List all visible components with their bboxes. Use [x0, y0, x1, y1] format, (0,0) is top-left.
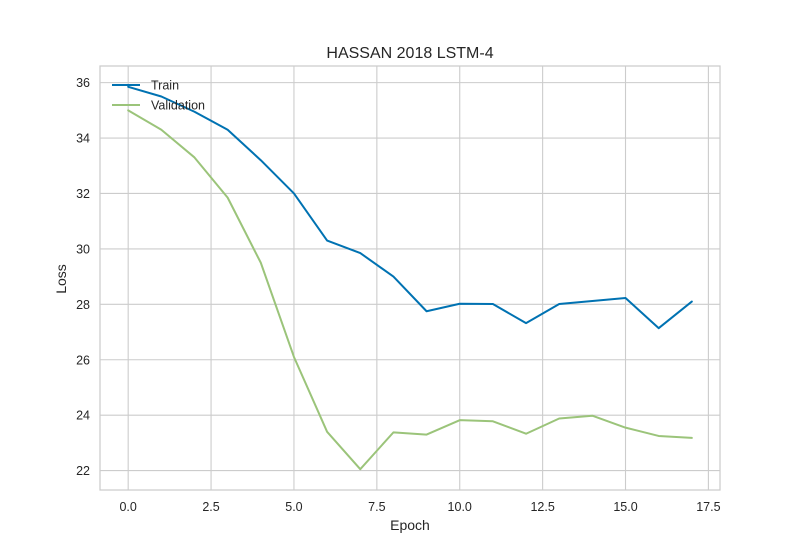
y-axis-label: Loss — [53, 264, 69, 294]
chart-title: HASSAN 2018 LSTM-4 — [326, 45, 493, 62]
y-tick-label: 32 — [76, 187, 90, 201]
x-tick-label: 10.0 — [448, 500, 472, 514]
y-tick-label: 22 — [76, 464, 90, 478]
y-tick-label: 26 — [76, 353, 90, 367]
x-tick-label: 12.5 — [530, 500, 554, 514]
x-tick-label: 2.5 — [202, 500, 219, 514]
x-tick-label: 0.0 — [119, 500, 136, 514]
y-tick-label: 36 — [76, 76, 90, 90]
x-tick-label: 7.5 — [368, 500, 385, 514]
x-tick-label: 5.0 — [285, 500, 302, 514]
x-tick-label: 15.0 — [613, 500, 637, 514]
y-tick-label: 34 — [76, 132, 90, 146]
y-tick-label: 24 — [76, 409, 90, 423]
y-tick-label: 28 — [76, 298, 90, 312]
validation-legend-label: Validation — [151, 99, 205, 113]
x-axis-label: Epoch — [390, 517, 430, 533]
train-legend-label: Train — [151, 79, 179, 93]
y-tick-label: 30 — [76, 242, 90, 256]
x-tick-label: 17.5 — [696, 500, 720, 514]
